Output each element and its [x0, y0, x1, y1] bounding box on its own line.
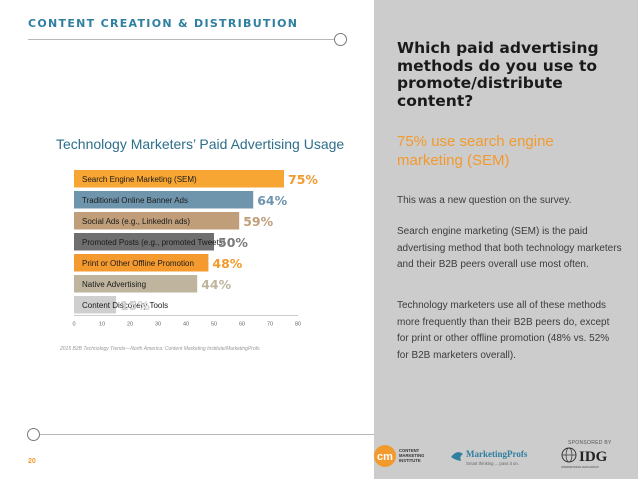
- divider-circle-icon: [334, 33, 347, 46]
- bar-chart: Search Engine Marketing (SEM) 75% Traditio…: [72, 170, 318, 328]
- header-divider: [28, 39, 338, 40]
- category-label: Traditional Online Banner Ads: [82, 196, 188, 205]
- x-tick-label: 80: [295, 322, 301, 328]
- chart-bar: [74, 170, 284, 188]
- cmi-logo: cm CONTENT MARKETING INSTITUTE: [374, 445, 424, 467]
- x-tick-label: 70: [267, 322, 273, 328]
- chart-bar: [74, 296, 116, 314]
- marketingprofs-logo: MarketingProfs Smart thinking ... pass i…: [451, 449, 528, 466]
- key-finding: 75% use search engine marketing (SEM): [397, 133, 554, 169]
- category-label: Social Ads (e.g., LinkedIn ads): [82, 217, 190, 226]
- chart-bar: [74, 233, 214, 251]
- idg-logo: IDG INTERNATIONAL DATA GROUP: [561, 447, 608, 469]
- value-label: 44%: [201, 277, 231, 292]
- value-label: 64%: [257, 193, 287, 208]
- idg-name: IDG: [579, 449, 608, 465]
- sponsor-label: SPONSORED BY: [568, 440, 612, 446]
- idg-tagline: INTERNATIONAL DATA GROUP: [561, 465, 599, 469]
- x-tick-label: 30: [155, 322, 161, 328]
- category-label: Print or Other Offline Promotion: [82, 259, 194, 268]
- chart-bar: [74, 275, 198, 293]
- chart-bar: [74, 254, 209, 272]
- cmi-text-line: INSTITUTE: [399, 458, 421, 463]
- chart-bar: [74, 212, 240, 230]
- value-label: 48%: [212, 256, 242, 271]
- divider-circle-icon: [27, 428, 40, 441]
- x-tick-label: 20: [127, 322, 133, 328]
- survey-question: Which paid advertising methods do you us…: [397, 39, 599, 110]
- category-label: Content Discovery Tools: [82, 301, 168, 310]
- marketingprofs-name: MarketingProfs: [466, 449, 528, 459]
- marketingprofs-tagline: Smart thinking ... pass it on.: [466, 461, 519, 466]
- body-paragraph: Technology marketers use all of these me…: [397, 300, 610, 361]
- x-tick-label: 0: [72, 322, 75, 328]
- body-paragraph: Search engine marketing (SEM) is the pai…: [397, 226, 622, 270]
- category-label: Search Engine Marketing (SEM): [82, 175, 197, 184]
- cmi-text-line: MARKETING: [399, 453, 424, 458]
- x-tick-label: 10: [99, 322, 105, 328]
- chart-source: 2015 B2B Technology Trends—North America…: [60, 346, 260, 352]
- x-tick-label: 40: [183, 322, 189, 328]
- page-number: 20: [28, 458, 36, 465]
- value-label: 50%: [218, 235, 248, 250]
- summary-panel: [374, 0, 638, 479]
- body-paragraph: This was a new question on the survey.: [397, 195, 572, 206]
- value-label: 59%: [243, 214, 273, 229]
- category-label: Promoted Posts (e.g., promoted Tweets): [82, 238, 226, 247]
- chart-bar: [74, 191, 254, 209]
- x-tick-label: 60: [239, 322, 245, 328]
- footer-divider: [34, 434, 374, 435]
- value-label: 75%: [288, 172, 318, 187]
- cmi-text-line: CONTENT: [399, 448, 420, 453]
- category-label: Native Advertising: [82, 280, 146, 289]
- chart-title: Technology Marketers’ Paid Advertising U…: [56, 136, 345, 152]
- section-title: CONTENT CREATION & DISTRIBUTION: [28, 17, 299, 30]
- value-label: 15%: [120, 298, 150, 313]
- cmi-initials: cm: [377, 451, 393, 463]
- x-tick-label: 50: [211, 322, 217, 328]
- bird-icon: [451, 452, 463, 461]
